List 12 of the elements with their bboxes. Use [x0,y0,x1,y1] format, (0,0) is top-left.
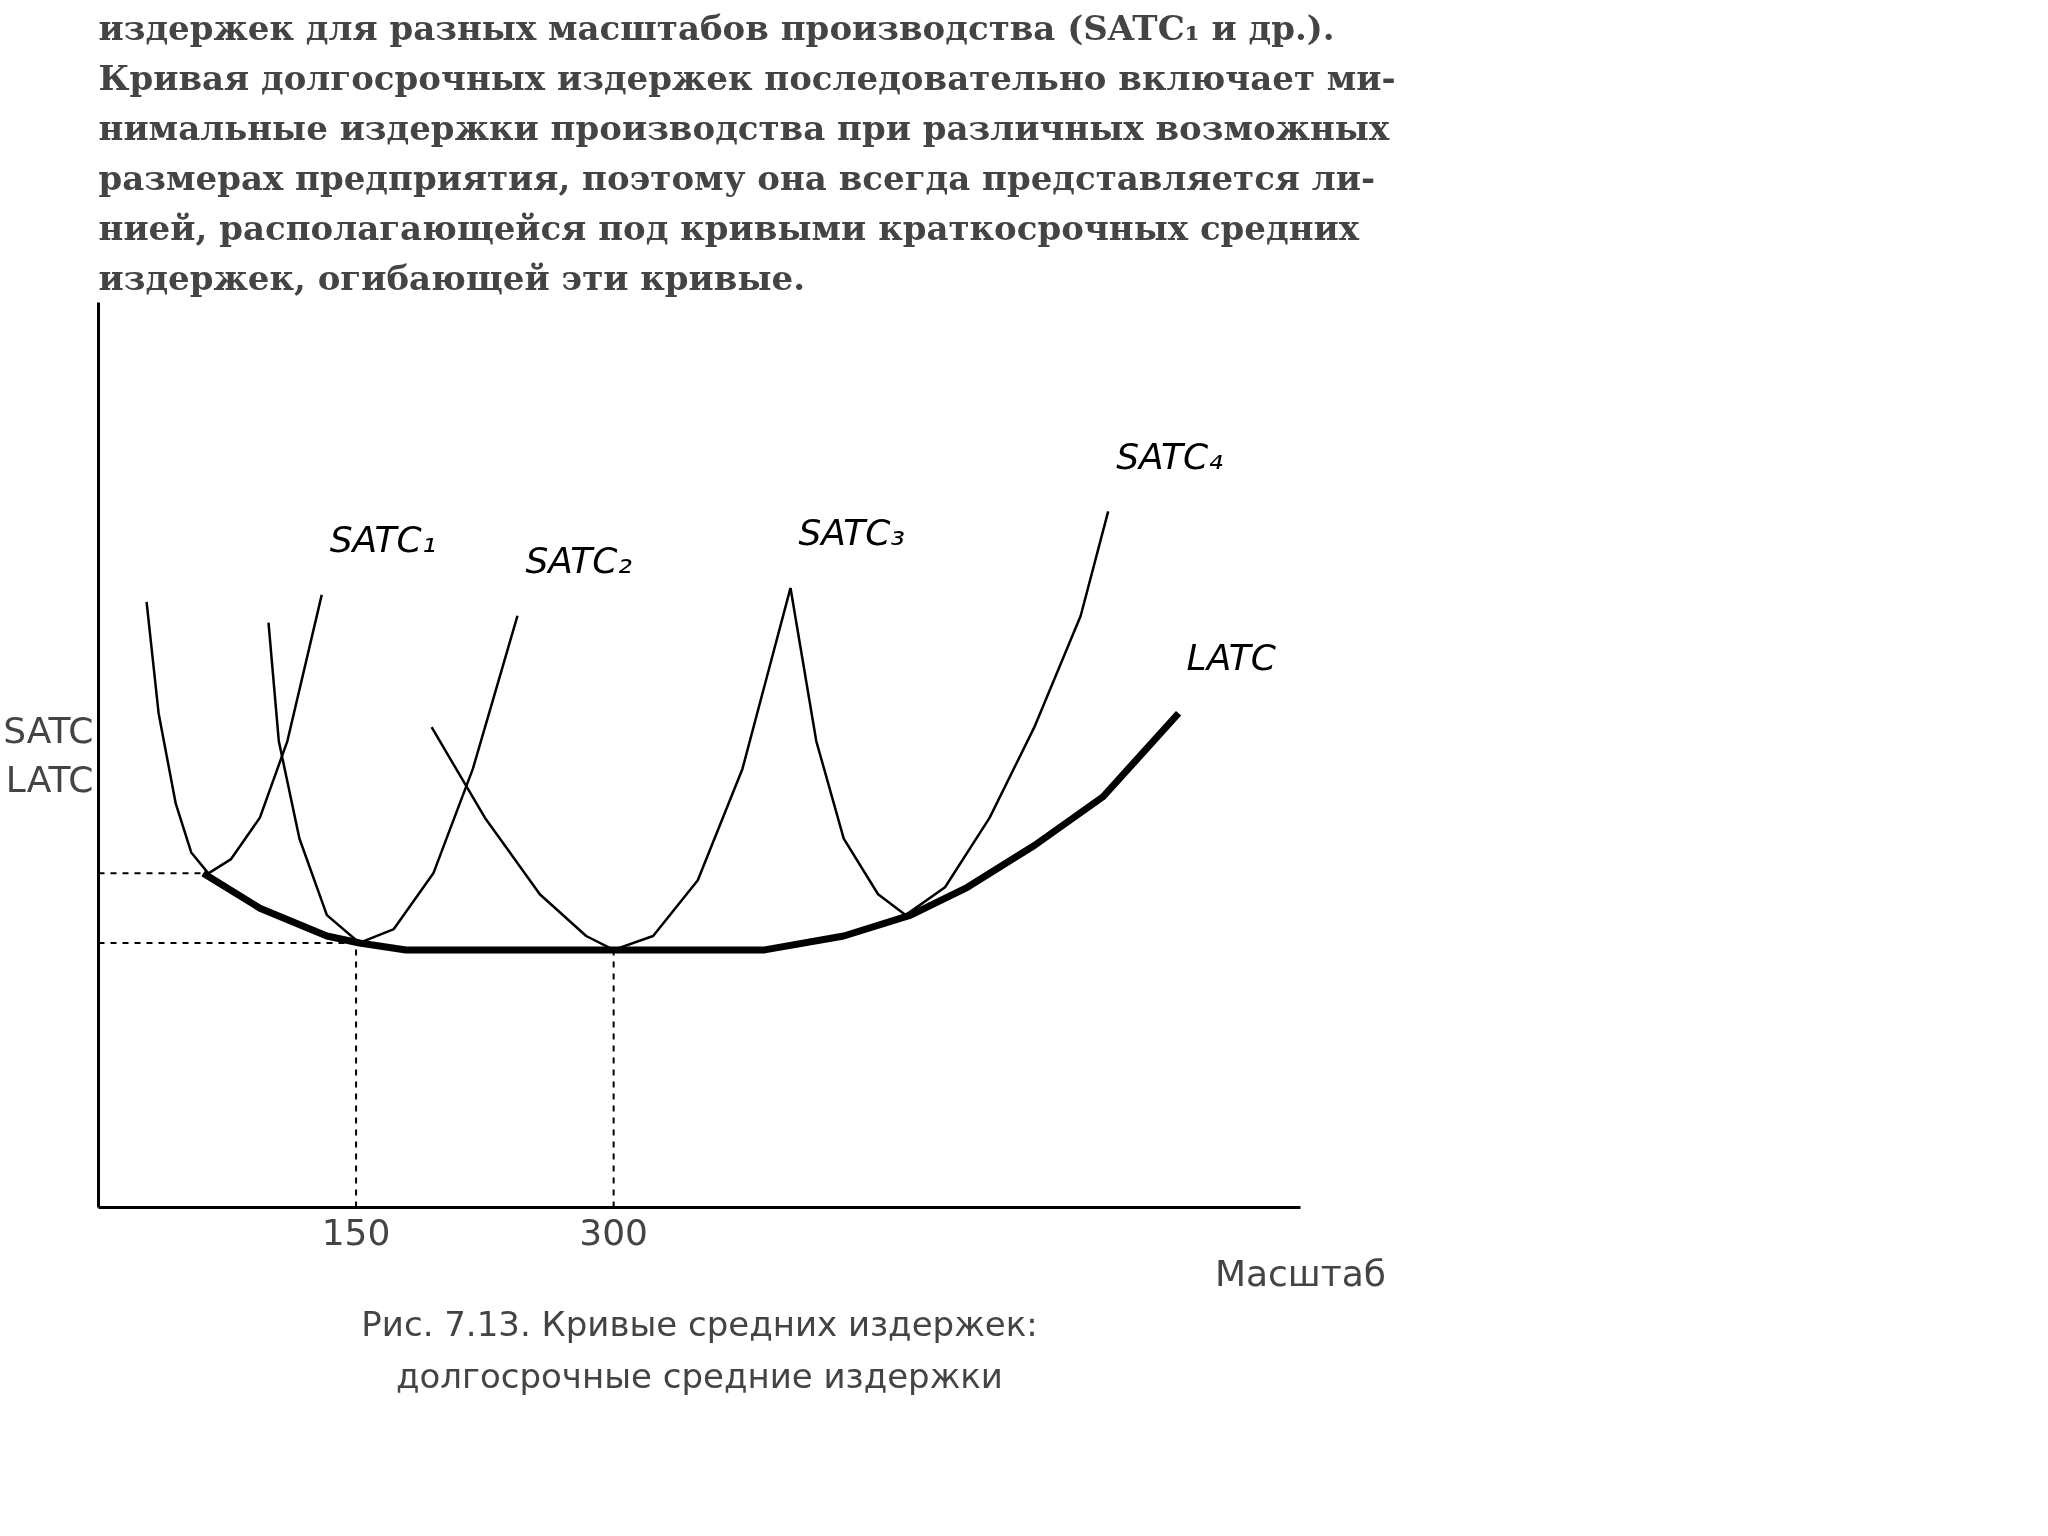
x-tick-label: 300 [579,1211,649,1253]
text: издержек для разных масштабов производства (SATC₁ и др.). Кривая долгосрочных издержек последовательно включает ми- нимальные издержки производства при различных возможных размерах предприятия, поэтому она всегда представляется ли- нией, располагающейся под кривыми краткосрочных средних издержек, огибающей эти кривые. [98,7,1396,298]
x-axis-title: Масштаб [1214,1252,1387,1294]
text: долгосрочные средние издержки [396,1355,1003,1396]
series-label: SATC₁ [329,519,437,561]
series-label: LATC [1186,637,1277,679]
series-label: SATC₃ [798,512,905,554]
text: Рис. 7.13. Кривые средних издержек: [361,1303,1038,1344]
series-label: SATC₂ [525,539,632,581]
y-axis-title: SATC LATC [3,709,94,801]
x-tick-label: 150 [321,1211,391,1253]
series-label: SATC₄ [1116,435,1224,477]
